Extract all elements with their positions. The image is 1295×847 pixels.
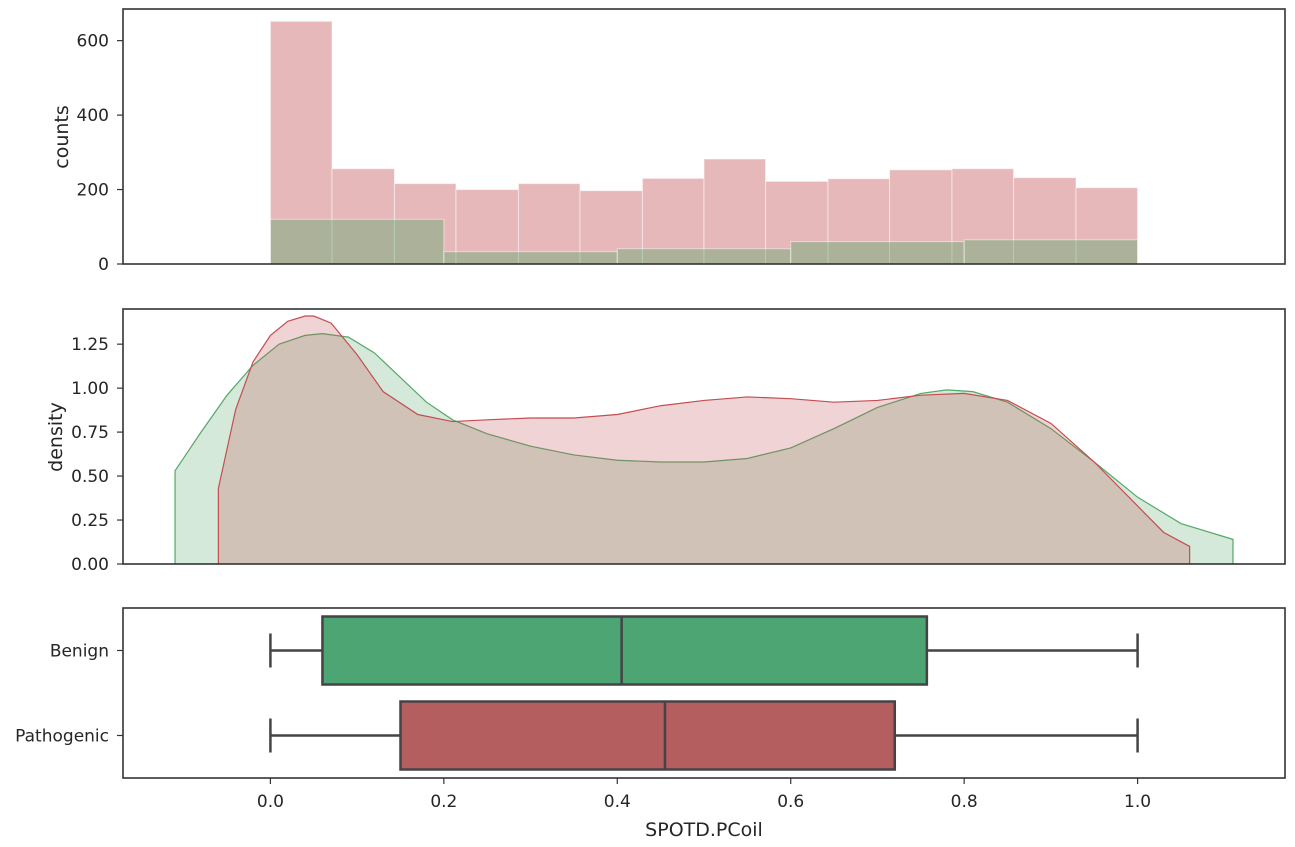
hist-bar bbox=[703, 158, 767, 265]
histogram-panel: 0 200 400 600 counts bbox=[51, 8, 1286, 275]
boxplot-category-labels: Benign Pathogenic bbox=[15, 642, 123, 747]
histogram-y-axis-label: counts bbox=[51, 105, 73, 169]
kde-y-tick-label: 0.00 bbox=[71, 555, 109, 575]
kde-y-tick-label: 0.75 bbox=[71, 423, 109, 443]
hist-y-tick-label: 200 bbox=[77, 181, 109, 201]
x-tick-label: 0.8 bbox=[951, 792, 978, 812]
x-tick-label: 0.6 bbox=[777, 792, 804, 812]
kde-areas bbox=[174, 315, 1234, 564]
hist-bar bbox=[1075, 187, 1139, 265]
kde-panel: 0.00 0.25 0.50 0.75 1.00 1.25 density bbox=[45, 308, 1286, 575]
box-category-label: Pathogenic bbox=[15, 727, 109, 747]
hist-bar bbox=[1013, 177, 1077, 265]
kde-area bbox=[218, 316, 1190, 564]
box-iqr bbox=[399, 700, 897, 771]
box-category-label: Benign bbox=[50, 642, 109, 662]
kde-frame bbox=[122, 308, 1286, 565]
hist-bar bbox=[331, 168, 395, 265]
kde-y-tick-label: 0.25 bbox=[71, 511, 109, 531]
hist-bar bbox=[827, 178, 891, 265]
boxplot-boxes bbox=[269, 615, 1139, 771]
kde-line bbox=[217, 315, 1191, 564]
kde-y-tick-label: 1.25 bbox=[71, 335, 109, 355]
histogram-bars bbox=[269, 20, 1139, 265]
hist-bar bbox=[269, 20, 333, 265]
histogram-y-ticks: 0 200 400 600 bbox=[77, 32, 123, 275]
boxplot-x-ticks: 0.0 0.2 0.4 0.6 0.8 1.0 bbox=[257, 778, 1151, 812]
x-tick-label: 1.0 bbox=[1124, 792, 1151, 812]
hist-y-tick-label: 0 bbox=[98, 255, 109, 275]
hist-bar bbox=[963, 239, 1139, 265]
kde-y-tick-label: 0.50 bbox=[71, 467, 109, 487]
hist-bar bbox=[951, 168, 1015, 265]
hist-y-tick-label: 400 bbox=[77, 106, 109, 126]
hist-bar bbox=[616, 248, 792, 265]
boxplot-panel: Benign Pathogenic 0.0 0.2 0.4 0.6 0.8 1.0 SPOT… bbox=[15, 607, 1286, 841]
kde-area bbox=[175, 333, 1233, 564]
histogram-frame bbox=[122, 8, 1286, 265]
hist-bar bbox=[269, 218, 445, 265]
kde-y-ticks: 0.00 0.25 0.50 0.75 1.00 1.25 bbox=[71, 335, 123, 575]
kde-y-tick-label: 1.00 bbox=[71, 379, 109, 399]
hist-bar bbox=[393, 183, 457, 265]
x-tick-label: 0.0 bbox=[257, 792, 284, 812]
hist-bar bbox=[443, 251, 618, 265]
x-tick-label: 0.4 bbox=[604, 792, 631, 812]
hist-y-tick-label: 600 bbox=[77, 32, 109, 52]
x-axis-label: SPOTD.PCoil bbox=[645, 819, 763, 841]
hist-bar bbox=[790, 241, 965, 265]
boxplot-frame bbox=[122, 607, 1286, 779]
kde-line bbox=[174, 333, 1234, 564]
box-iqr bbox=[321, 615, 929, 686]
x-tick-label: 0.2 bbox=[430, 792, 457, 812]
kde-y-axis-label: density bbox=[45, 402, 67, 472]
